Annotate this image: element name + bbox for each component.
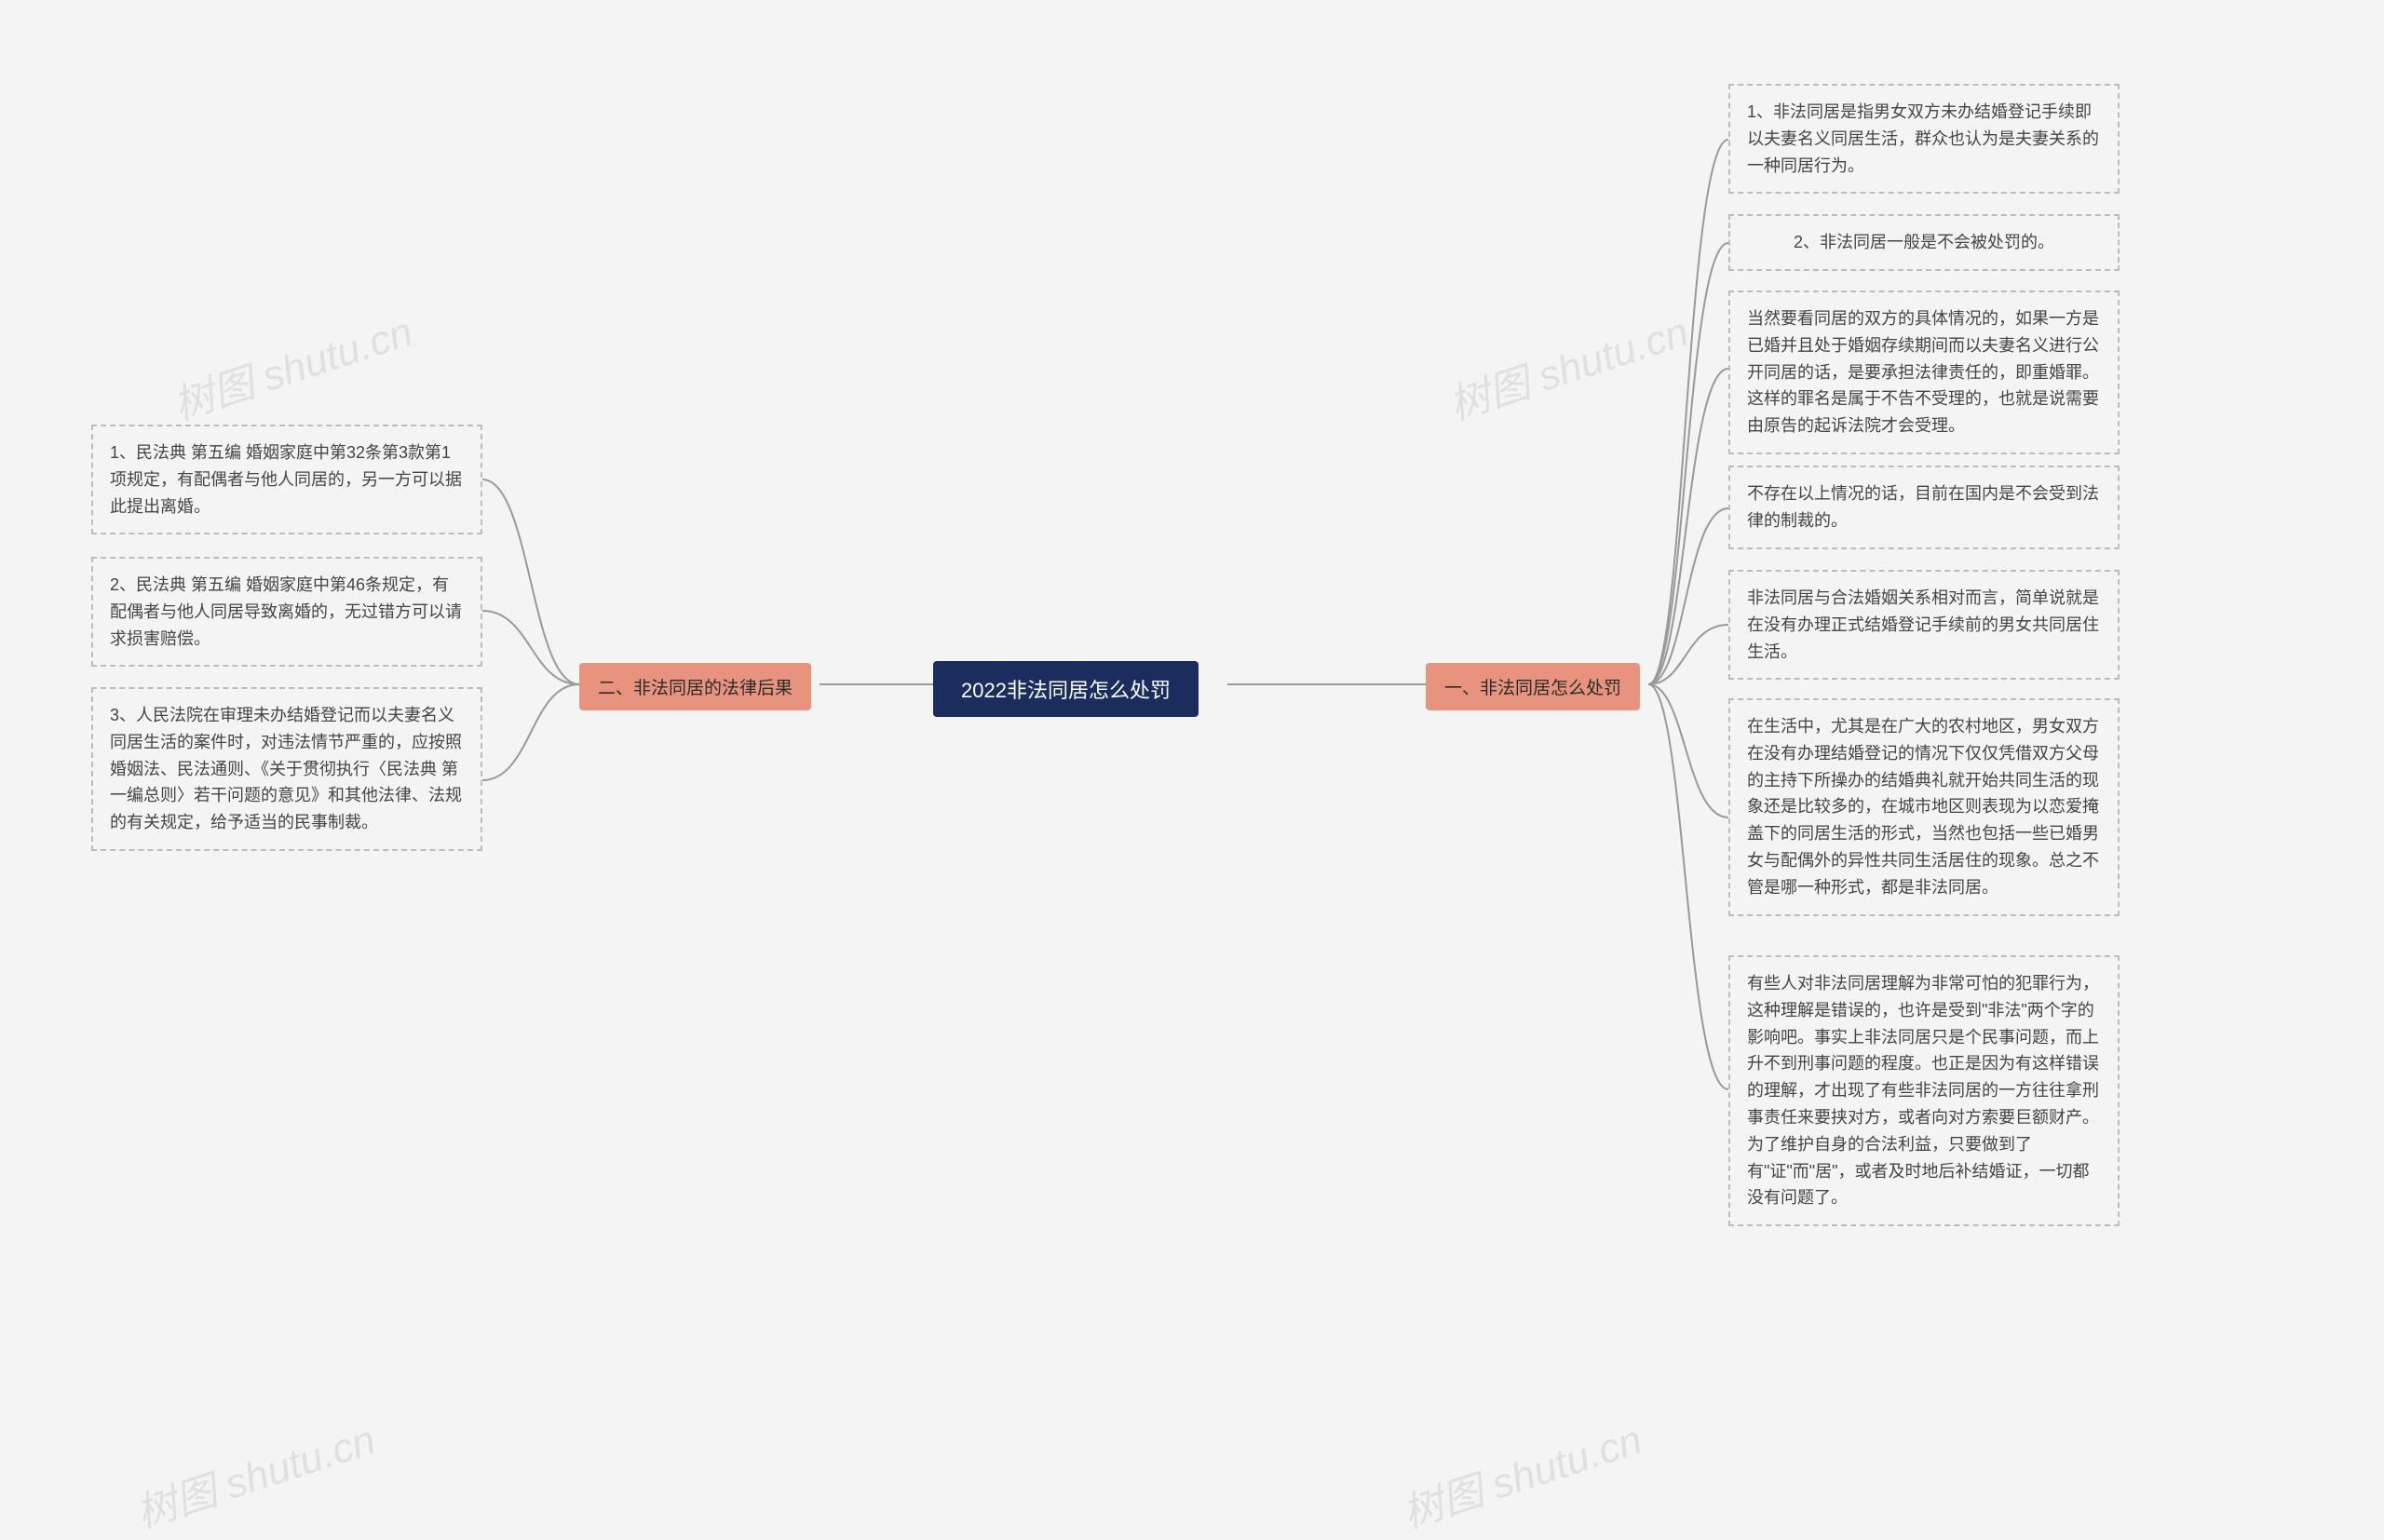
leaf-text: 2、民法典 第五编 婚姻家庭中第46条规定，有配偶者与他人同居导致离婚的，无过错… bbox=[110, 572, 464, 652]
watermark: 树图 shutu.cn bbox=[1441, 298, 1695, 431]
leaf-left-1[interactable]: 2、民法典 第五编 婚姻家庭中第46条规定，有配偶者与他人同居导致离婚的，无过错… bbox=[91, 557, 482, 667]
leaf-right-4[interactable]: 非法同居与合法婚姻关系相对而言，简单说就是在没有办理正式结婚登记手续前的男女共同… bbox=[1728, 570, 2120, 680]
mindmap-canvas: 2022非法同居怎么处罚 一、非法同居怎么处罚 二、非法同居的法律后果 1、非法… bbox=[0, 0, 2384, 1520]
branch-left[interactable]: 二、非法同居的法律后果 bbox=[579, 663, 811, 710]
leaf-text: 1、非法同居是指男女双方未办结婚登记手续即以夫妻名义同居生活，群众也认为是夫妻关… bbox=[1747, 99, 2101, 179]
leaf-right-5[interactable]: 在生活中，尤其是在广大的农村地区，男女双方在没有办理结婚登记的情况下仅仅凭借双方… bbox=[1728, 698, 2120, 916]
leaf-text: 不存在以上情况的话，目前在国内是不会受到法律的制裁的。 bbox=[1747, 480, 2101, 534]
leaf-left-0[interactable]: 1、民法典 第五编 婚姻家庭中第32条第3款第1项规定，有配偶者与他人同居的，另… bbox=[91, 425, 482, 534]
branch-right-label: 一、非法同居怎么处罚 bbox=[1444, 674, 1621, 699]
root-label: 2022非法同居怎么处罚 bbox=[961, 674, 1171, 704]
root-node[interactable]: 2022非法同居怎么处罚 bbox=[933, 661, 1199, 717]
branch-right[interactable]: 一、非法同居怎么处罚 bbox=[1426, 663, 1640, 710]
leaf-right-3[interactable]: 不存在以上情况的话，目前在国内是不会受到法律的制裁的。 bbox=[1728, 466, 2120, 549]
leaf-left-2[interactable]: 3、人民法院在审理未办结婚登记而以夫妻名义同居生活的案件时，对违法情节严重的，应… bbox=[91, 687, 482, 851]
leaf-right-2[interactable]: 当然要看同居的双方的具体情况的，如果一方是已婚并且处于婚姻存续期间而以夫妻名义进… bbox=[1728, 290, 2120, 454]
leaf-text: 非法同居与合法婚姻关系相对而言，简单说就是在没有办理正式结婚登记手续前的男女共同… bbox=[1747, 585, 2101, 665]
leaf-text: 在生活中，尤其是在广大的农村地区，男女双方在没有办理结婚登记的情况下仅仅凭借双方… bbox=[1747, 713, 2101, 901]
leaf-right-0[interactable]: 1、非法同居是指男女双方未办结婚登记手续即以夫妻名义同居生活，群众也认为是夫妻关… bbox=[1728, 84, 2120, 194]
leaf-text: 当然要看同居的双方的具体情况的，如果一方是已婚并且处于婚姻存续期间而以夫妻名义进… bbox=[1747, 305, 2101, 439]
leaf-text: 1、民法典 第五编 婚姻家庭中第32条第3款第1项规定，有配偶者与他人同居的，另… bbox=[110, 439, 464, 520]
leaf-text: 2、非法同居一般是不会被处罚的。 bbox=[1794, 229, 2054, 256]
leaf-text: 有些人对非法同居理解为非常可怕的犯罪行为，这种理解是错误的，也许是受到"非法"两… bbox=[1747, 970, 2101, 1211]
watermark: 树图 shutu.cn bbox=[1394, 1406, 1648, 1539]
leaf-right-1[interactable]: 2、非法同居一般是不会被处罚的。 bbox=[1728, 214, 2120, 271]
leaf-text: 3、人民法院在审理未办结婚登记而以夫妻名义同居生活的案件时，对违法情节严重的，应… bbox=[110, 702, 464, 836]
watermark: 树图 shutu.cn bbox=[165, 298, 419, 431]
watermark: 树图 shutu.cn bbox=[128, 1406, 382, 1539]
branch-left-label: 二、非法同居的法律后果 bbox=[598, 674, 792, 699]
leaf-right-6[interactable]: 有些人对非法同居理解为非常可怕的犯罪行为，这种理解是错误的，也许是受到"非法"两… bbox=[1728, 955, 2120, 1226]
